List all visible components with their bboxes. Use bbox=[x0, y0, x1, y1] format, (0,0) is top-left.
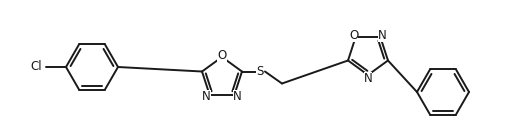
Text: N: N bbox=[202, 90, 211, 103]
Text: N: N bbox=[233, 90, 242, 103]
Text: Cl: Cl bbox=[30, 60, 42, 73]
Text: O: O bbox=[218, 48, 227, 61]
Text: N: N bbox=[378, 28, 387, 41]
Text: N: N bbox=[364, 72, 372, 84]
Text: O: O bbox=[349, 28, 358, 41]
Text: S: S bbox=[256, 65, 264, 78]
